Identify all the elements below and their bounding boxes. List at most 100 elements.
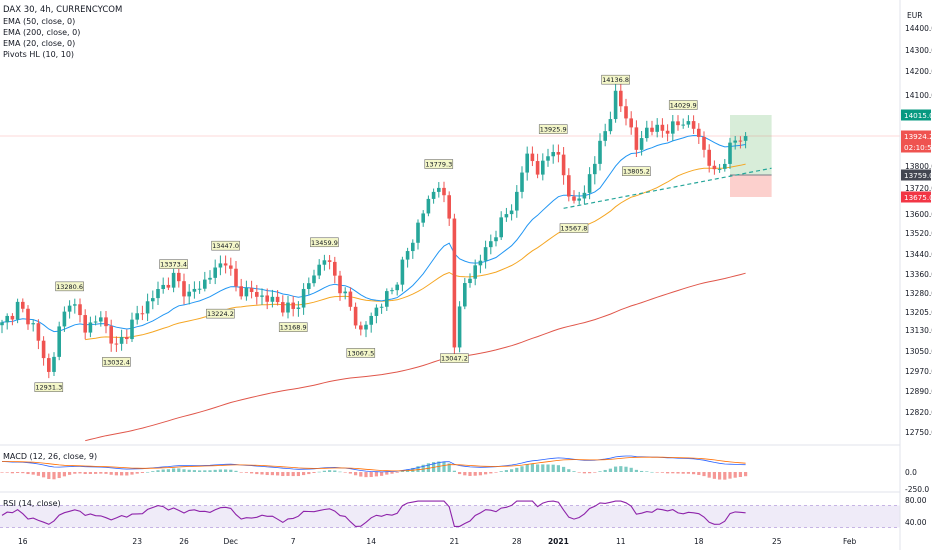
candle[interactable] (353, 306, 358, 326)
candle[interactable] (364, 324, 368, 330)
candle[interactable] (499, 217, 503, 238)
candle[interactable] (57, 326, 61, 357)
candle[interactable] (31, 323, 35, 325)
candle[interactable] (5, 315, 9, 323)
candle[interactable] (15, 301, 20, 320)
candles[interactable] (0, 83, 748, 379)
candle[interactable] (624, 106, 628, 119)
candle[interactable] (411, 242, 415, 252)
candle[interactable] (369, 315, 373, 325)
candle[interactable] (338, 275, 342, 294)
candle[interactable] (281, 302, 285, 313)
candle[interactable] (218, 263, 223, 268)
candle[interactable] (93, 321, 98, 323)
candle[interactable] (177, 272, 181, 282)
candle[interactable] (182, 281, 186, 297)
candle[interactable] (317, 264, 321, 276)
candle[interactable] (520, 172, 524, 192)
candle[interactable] (551, 152, 555, 157)
candle[interactable] (660, 124, 665, 131)
candle[interactable] (151, 298, 155, 302)
candle[interactable] (333, 261, 337, 276)
candle[interactable] (192, 288, 197, 292)
candle[interactable] (442, 187, 446, 196)
candle[interactable] (88, 322, 93, 333)
candle[interactable] (265, 295, 269, 302)
candle[interactable] (208, 277, 212, 280)
candle[interactable] (723, 163, 727, 169)
candle[interactable] (255, 291, 259, 297)
candle[interactable] (385, 291, 389, 307)
candle[interactable] (431, 191, 436, 199)
candle[interactable] (67, 305, 72, 312)
candle[interactable] (275, 296, 280, 303)
candle[interactable] (691, 121, 696, 129)
candle[interactable] (343, 291, 347, 294)
candle[interactable] (572, 196, 576, 201)
candle[interactable] (629, 118, 633, 128)
candle[interactable] (738, 140, 743, 142)
legend-ema200[interactable]: EMA (200, close, 0) (3, 28, 80, 37)
candle[interactable] (634, 127, 639, 150)
candle[interactable] (41, 340, 46, 359)
candle[interactable] (525, 153, 529, 173)
candle[interactable] (483, 247, 488, 261)
candle[interactable] (676, 121, 680, 126)
candle[interactable] (78, 304, 82, 316)
candle[interactable] (598, 140, 602, 164)
candle[interactable] (509, 210, 514, 215)
candle[interactable] (608, 119, 613, 132)
candle[interactable] (530, 153, 535, 162)
candle[interactable] (99, 317, 103, 322)
candle[interactable] (239, 286, 243, 297)
candle[interactable] (109, 326, 113, 344)
candle[interactable] (733, 140, 737, 143)
candle[interactable] (645, 127, 649, 139)
candle[interactable] (296, 307, 301, 309)
candle[interactable] (52, 356, 56, 372)
candle[interactable] (301, 288, 306, 308)
candle[interactable] (452, 218, 457, 348)
rsi-legend[interactable]: RSI (14, close) (3, 499, 61, 508)
candle[interactable] (348, 291, 353, 307)
candle[interactable] (437, 187, 441, 192)
candle[interactable] (114, 343, 119, 345)
candle[interactable] (587, 174, 592, 193)
candle[interactable] (619, 90, 623, 107)
candle[interactable] (473, 265, 477, 279)
candle[interactable] (546, 156, 550, 161)
candle[interactable] (156, 289, 160, 299)
support-trendline[interactable] (563, 167, 772, 209)
candle[interactable] (671, 121, 675, 134)
candle[interactable] (234, 268, 238, 287)
candle[interactable] (535, 161, 540, 175)
candle[interactable] (515, 191, 519, 211)
candle[interactable] (390, 290, 394, 292)
candle[interactable] (322, 260, 327, 265)
candle[interactable] (73, 304, 77, 306)
candle[interactable] (286, 302, 290, 313)
candle[interactable] (457, 306, 462, 348)
candle[interactable] (62, 311, 67, 327)
candle[interactable] (187, 291, 191, 297)
candle[interactable] (421, 213, 425, 223)
candle[interactable] (223, 263, 228, 266)
candle[interactable] (504, 214, 509, 218)
candle[interactable] (21, 301, 25, 309)
candle[interactable] (145, 301, 150, 314)
time-axis[interactable]: 16 23 26 Dec 7 14 21 28 2021 11 18 25 Feb (18, 537, 856, 546)
candle[interactable] (613, 90, 618, 120)
candle[interactable] (130, 319, 134, 340)
candle[interactable] (312, 275, 316, 284)
candle[interactable] (270, 296, 275, 302)
candle[interactable] (650, 127, 654, 132)
candle[interactable] (426, 198, 431, 214)
candle[interactable] (135, 313, 139, 320)
candle[interactable] (229, 265, 233, 269)
candle[interactable] (681, 124, 685, 126)
candle[interactable] (395, 284, 399, 291)
candle[interactable] (567, 175, 571, 197)
macd-legend[interactable]: MACD (12, 26, close, 9) (3, 452, 97, 461)
candle[interactable] (717, 168, 722, 170)
position-stop-zone[interactable] (730, 175, 772, 197)
